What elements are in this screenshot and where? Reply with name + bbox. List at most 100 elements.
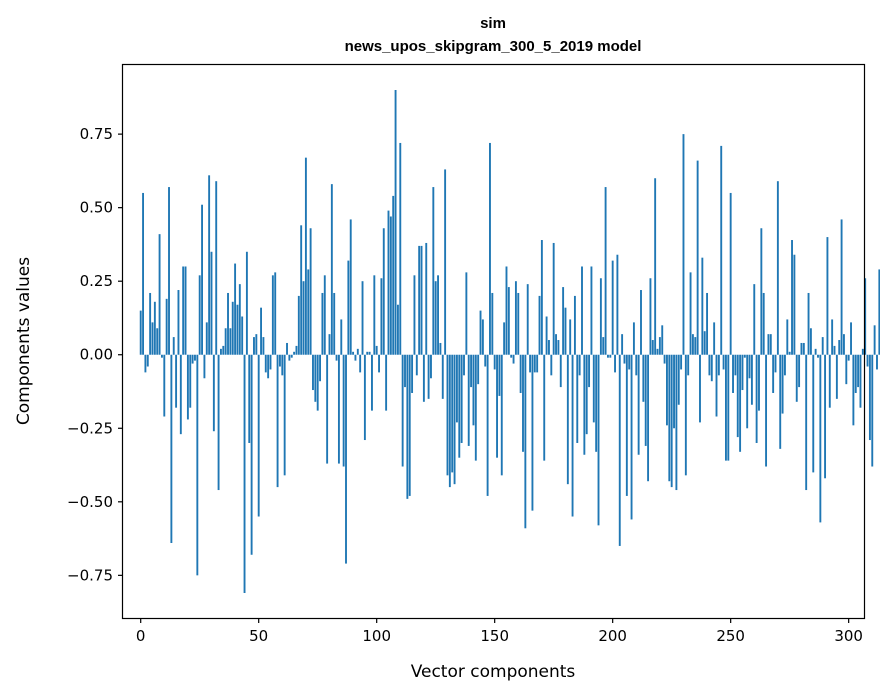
bar — [392, 195, 395, 355]
bar — [347, 260, 350, 355]
bar — [326, 354, 329, 464]
bar — [437, 275, 439, 355]
bar — [149, 292, 152, 355]
bar — [779, 354, 782, 449]
bar — [819, 354, 822, 523]
bar — [663, 354, 666, 364]
bar — [517, 292, 520, 355]
bar — [170, 354, 173, 543]
bar — [630, 354, 633, 520]
bar — [864, 278, 867, 355]
bar — [290, 354, 293, 358]
bar — [297, 295, 300, 355]
bar — [356, 348, 359, 355]
bar — [788, 351, 791, 355]
bar — [859, 354, 862, 408]
bar — [314, 354, 317, 402]
bar — [835, 354, 838, 399]
bar — [590, 266, 593, 355]
bar — [736, 354, 739, 438]
bar — [142, 192, 144, 355]
bar — [828, 354, 831, 408]
bar — [691, 334, 694, 355]
bar — [722, 354, 725, 370]
bar — [538, 295, 541, 355]
bar — [307, 269, 310, 355]
bar — [876, 354, 878, 370]
bar — [507, 287, 510, 355]
bar — [378, 354, 380, 373]
bar — [212, 354, 215, 432]
x-tick-label: 0 — [136, 627, 146, 645]
bar — [625, 354, 628, 496]
bar — [448, 354, 451, 488]
bar — [441, 354, 444, 399]
bar — [732, 354, 734, 393]
bar — [814, 348, 817, 355]
bar — [758, 354, 760, 411]
bar — [831, 319, 834, 355]
bar — [571, 354, 574, 517]
bar — [514, 281, 517, 355]
bar — [340, 319, 343, 355]
bar — [505, 266, 508, 355]
bar — [446, 354, 449, 476]
bar — [621, 334, 624, 355]
bar — [774, 354, 777, 373]
bar — [496, 354, 498, 458]
bar — [479, 310, 482, 355]
bar — [227, 292, 229, 355]
bar — [765, 354, 768, 467]
bar — [640, 290, 642, 355]
bar — [335, 354, 338, 361]
bar — [245, 251, 248, 355]
bar — [812, 354, 815, 473]
bar — [852, 354, 855, 426]
bar — [696, 160, 699, 355]
bar — [588, 354, 591, 388]
bar — [540, 240, 543, 355]
chart-subtitle: news_upos_skipgram_300_5_2019 model — [345, 38, 642, 55]
bar — [868, 354, 871, 441]
bar — [772, 354, 775, 393]
bar — [264, 354, 267, 373]
bar — [623, 354, 626, 364]
bar — [163, 354, 166, 417]
bar — [316, 354, 319, 411]
bar — [160, 354, 163, 358]
bar — [144, 354, 147, 373]
bar — [422, 354, 425, 402]
bar — [845, 354, 848, 385]
bar — [687, 354, 690, 376]
bar — [614, 354, 616, 373]
bar — [578, 354, 581, 376]
bar — [673, 354, 675, 429]
bar — [368, 351, 371, 355]
y-tick-label: 0.00 — [80, 346, 113, 364]
bar — [694, 337, 697, 355]
bar — [618, 354, 621, 546]
bar — [670, 354, 673, 488]
bar — [784, 354, 786, 376]
bar — [222, 345, 225, 355]
bar — [850, 322, 852, 355]
bar — [769, 334, 772, 355]
bar — [668, 354, 671, 482]
chart-title: sim — [480, 15, 506, 32]
bar — [791, 240, 793, 355]
bar — [413, 275, 416, 355]
bar — [526, 284, 529, 355]
bar — [238, 284, 241, 355]
bars-group — [139, 90, 880, 593]
bar — [529, 354, 532, 373]
bar — [786, 319, 789, 355]
bar — [729, 192, 732, 355]
bar — [684, 354, 687, 476]
bar — [576, 354, 579, 443]
bar — [675, 354, 678, 491]
bar — [201, 204, 203, 355]
bar — [257, 354, 260, 517]
bar — [807, 292, 810, 355]
bar — [753, 284, 756, 355]
y-tick-label: −0.50 — [67, 493, 113, 511]
